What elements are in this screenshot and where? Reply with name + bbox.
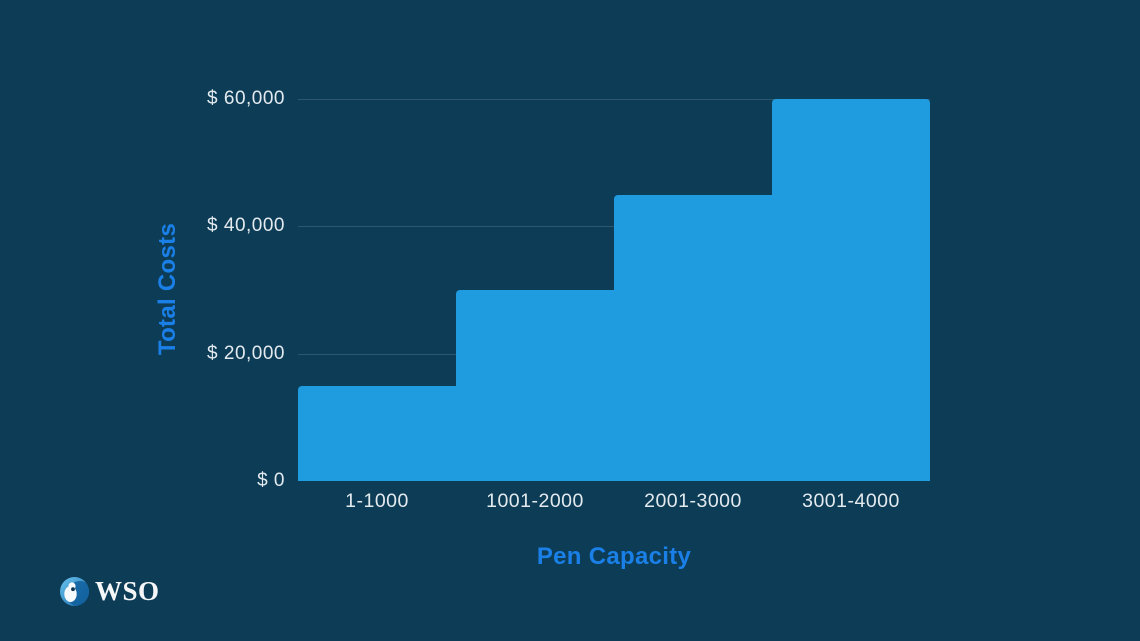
x-tick-label: 1001-2000 xyxy=(486,490,584,512)
y-tick-label: $ 20,000 xyxy=(207,342,285,364)
y-axis-title: Total Costs xyxy=(154,222,181,356)
x-tick-label: 3001-4000 xyxy=(802,490,900,512)
step-segment-3001-4000 xyxy=(772,99,930,481)
wso-monkey-icon xyxy=(60,577,89,606)
wso-logo: WSO xyxy=(59,576,160,607)
x-tick-label: 1-1000 xyxy=(345,490,409,512)
plot-area: $ 0 $ 20,000 $ 40,000 $ 60,000 1-1000 1001-20… xyxy=(207,88,930,512)
x-axis-title: Pen Capacity xyxy=(536,543,692,570)
y-tick-label: $ 60,000 xyxy=(207,88,285,109)
gridline-60000 xyxy=(298,99,930,100)
x-tick-label: 2001-3000 xyxy=(644,490,742,512)
y-tick-label: $ 0 xyxy=(257,470,285,491)
y-tick-label: $ 40,000 xyxy=(207,215,285,237)
wso-logo-text: WSO xyxy=(95,576,160,606)
